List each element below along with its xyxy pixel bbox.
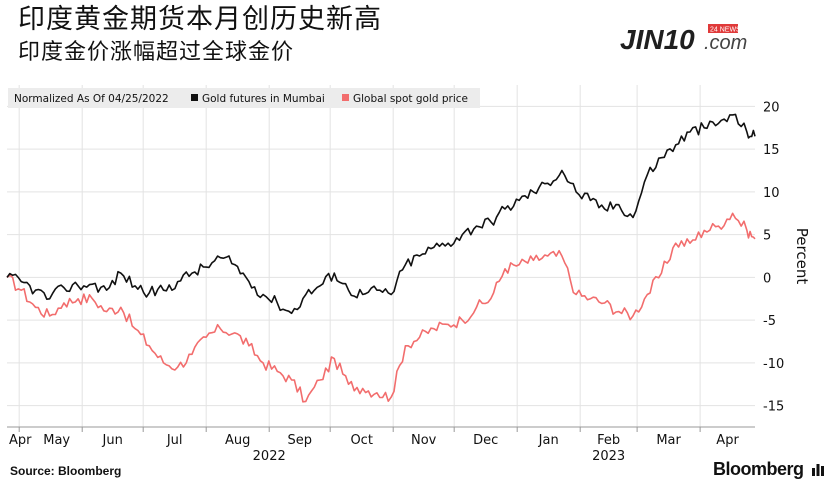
chart-title: 印度黄金期货本月创历史新高	[18, 4, 382, 35]
y-tick-label: -5	[763, 314, 776, 329]
y-tick-label: 15	[763, 143, 780, 158]
x-month-label: Sep	[287, 433, 312, 448]
gridlines	[7, 85, 755, 432]
logo-tag-bg	[708, 24, 738, 33]
y-axis-label: Percent	[793, 228, 811, 285]
y-tick-label: -10	[763, 357, 784, 372]
legend-label-mumbai: Gold futures in Mumbai	[202, 93, 325, 105]
y-tick-label: 5	[763, 229, 771, 244]
x-month-label: Jun	[102, 433, 123, 448]
series-lines	[6, 113, 756, 403]
legend-background	[8, 88, 480, 108]
legend-swatch-mumbai	[191, 94, 198, 101]
bloomberg-bars-icon	[812, 464, 825, 476]
logo-text: JIN10	[620, 24, 695, 55]
series-line-mumbai	[6, 113, 756, 315]
plot-background	[7, 85, 755, 427]
x-month-label: Jan	[538, 433, 559, 448]
bloomberg-brand: Bloomberg	[713, 459, 825, 480]
series-line-spot	[6, 212, 756, 403]
x-month-label: Apr	[716, 433, 739, 448]
x-month-label: Nov	[411, 433, 437, 448]
jin10-logo: JIN10 .com 24 NEWS	[620, 22, 820, 62]
legend-swatch-spot	[342, 94, 349, 101]
x-month-label: Aug	[225, 433, 250, 448]
x-year-label: 2022	[253, 449, 286, 464]
y-tick-label: -15	[763, 400, 784, 415]
legend-label-spot: Global spot gold price	[353, 93, 468, 105]
legend: Normalized As Of 04/25/2022 Gold futures…	[8, 88, 480, 108]
bloomberg-wordmark: Bloomberg	[713, 459, 804, 479]
x-month-label: Feb	[597, 433, 620, 448]
chart-subtitle: 印度金价涨幅超过全球金价	[18, 40, 295, 65]
title-block: 印度黄金期货本月创历史新高 印度金价涨幅超过全球金价	[18, 2, 382, 68]
source-note: Source: Bloomberg	[10, 464, 122, 478]
y-tick-label: 0	[763, 271, 771, 286]
x-month-label: Mar	[656, 433, 681, 448]
x-year-label: 2023	[592, 449, 625, 464]
y-tick-labels: -15 -10 -5 0 5 10 15 20	[763, 100, 784, 414]
x-month-label: May	[43, 433, 70, 448]
logo-tag: 24 NEWS	[710, 27, 741, 34]
x-month-label: Dec	[473, 433, 498, 448]
x-month-label: Oct	[350, 433, 372, 448]
normalized-label: Normalized As Of 04/25/2022	[14, 93, 169, 105]
logo-suffix: .com	[704, 32, 747, 54]
x-tick-labels: Apr May Jun Jul Aug Sep Oct Nov Dec Jan Feb Mar Apr 2…	[9, 433, 739, 464]
x-month-label: Apr	[9, 433, 32, 448]
y-tick-label: 20	[763, 100, 780, 115]
y-tick-label: 10	[763, 186, 780, 201]
x-month-label: Jul	[166, 433, 183, 448]
